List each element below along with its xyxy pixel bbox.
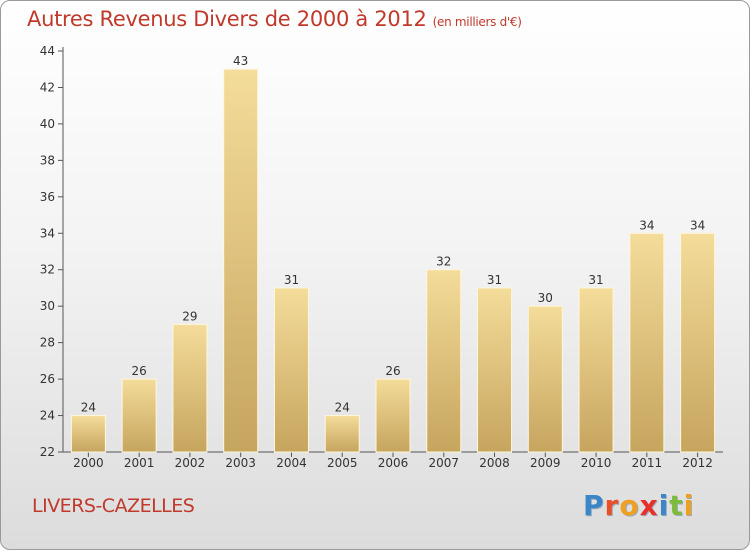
data-label-2000: 24 <box>81 401 96 415</box>
bar-2010 <box>578 287 614 453</box>
chart-title: Autres Revenus Divers de 2000 à 2012 (en … <box>27 7 522 31</box>
bar-2003 <box>223 68 259 453</box>
logo-letter: P <box>583 489 605 522</box>
data-label-2001: 26 <box>132 364 147 378</box>
y-tick-label: 22 <box>40 445 55 459</box>
x-tick-label: 2005 <box>327 456 358 470</box>
x-tick-label: 2002 <box>175 456 206 470</box>
data-label-2007: 32 <box>436 255 451 269</box>
proxiti-logo: Proxiti <box>583 489 694 522</box>
logo-letter: t <box>669 489 684 522</box>
chart-title-text: Autres Revenus Divers de 2000 à 2012 <box>27 7 427 31</box>
y-tick-label: 42 <box>40 80 55 94</box>
data-label-2005: 24 <box>335 401 350 415</box>
bar-2005 <box>324 415 360 453</box>
data-label-2004: 31 <box>284 273 299 287</box>
bar-2008 <box>477 287 513 453</box>
logo-letter: r <box>604 489 620 522</box>
x-tick-label: 2006 <box>378 456 409 470</box>
x-tick-label: 2003 <box>225 456 256 470</box>
data-label-2010: 31 <box>588 273 603 287</box>
y-tick-label: 26 <box>40 372 55 386</box>
logo-letter: x <box>639 489 659 522</box>
x-tick-label: 2008 <box>479 456 510 470</box>
data-label-2006: 26 <box>385 364 400 378</box>
bar-2002 <box>172 323 208 453</box>
y-tick-label: 28 <box>40 336 55 350</box>
bar-2001 <box>121 378 157 453</box>
bar-2009 <box>527 305 563 453</box>
y-tick-label: 34 <box>40 226 55 240</box>
data-label-2002: 29 <box>182 309 197 323</box>
y-tick-label: 32 <box>40 263 55 277</box>
data-label-2003: 43 <box>233 54 248 68</box>
bar-2007 <box>426 269 462 453</box>
logo-letter: i <box>683 489 695 522</box>
y-tick-label: 24 <box>40 409 55 423</box>
x-tick-label: 2009 <box>530 456 561 470</box>
bar-2000 <box>70 415 106 453</box>
bar-2004 <box>273 287 309 453</box>
y-tick-label: 36 <box>40 190 55 204</box>
x-tick-label: 2004 <box>276 456 307 470</box>
chart-unit: (en milliers d'€) <box>432 15 522 29</box>
x-tick-label: 2001 <box>124 456 155 470</box>
data-label-2008: 31 <box>487 273 502 287</box>
data-label-2011: 34 <box>639 218 654 232</box>
y-tick-label: 38 <box>40 153 55 167</box>
x-tick-label: 2011 <box>632 456 663 470</box>
data-label-2012: 34 <box>690 218 705 232</box>
city-name: LIVERS-CAZELLES <box>32 495 195 517</box>
x-tick-label: 2000 <box>73 456 104 470</box>
data-label-2009: 30 <box>538 291 553 305</box>
x-tick-label: 2012 <box>682 456 713 470</box>
bar-2011 <box>629 232 665 453</box>
y-tick-label: 44 <box>40 44 55 58</box>
bar-2006 <box>375 378 411 453</box>
x-tick-label: 2007 <box>428 456 459 470</box>
logo-letter: i <box>658 489 670 522</box>
y-tick-label: 40 <box>40 117 55 131</box>
x-tick-label: 2010 <box>581 456 612 470</box>
logo-letter: o <box>619 489 640 522</box>
bar-2012 <box>680 232 716 453</box>
y-tick-label: 30 <box>40 299 55 313</box>
